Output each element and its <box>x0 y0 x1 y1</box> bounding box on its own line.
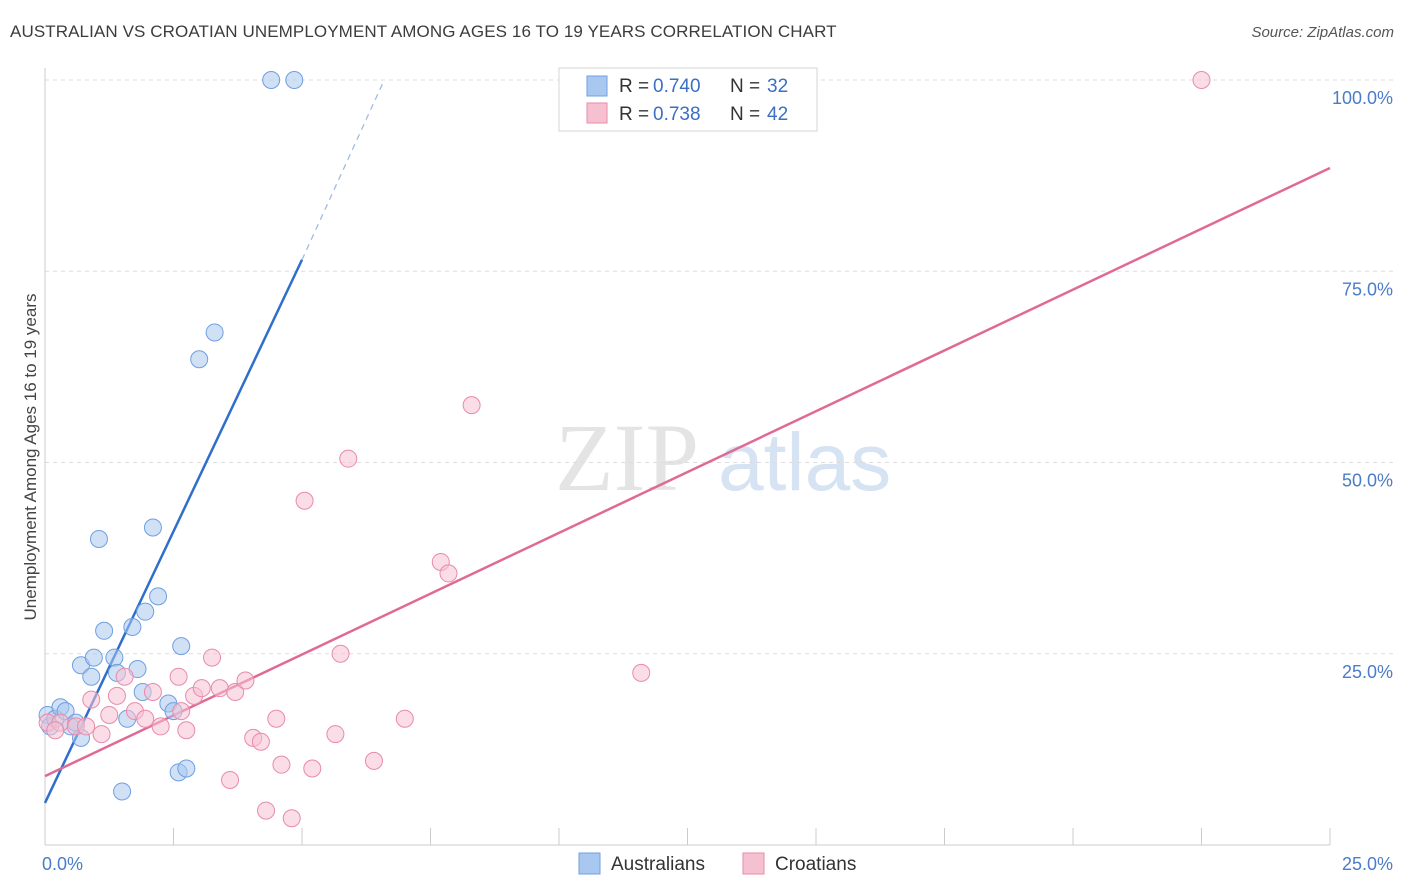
point-croatians-35 <box>395 709 414 728</box>
point-croatians-6 <box>100 705 119 724</box>
point-croatians-8 <box>115 667 134 686</box>
series-legend-label-croatians: Croatians <box>775 854 856 875</box>
point-croatians-26 <box>267 709 286 728</box>
point-australians-10 <box>84 648 103 667</box>
point-australians-27 <box>177 759 196 778</box>
point-croatians-19 <box>210 679 229 698</box>
x-tick-label-1: 25.0% <box>1342 854 1393 874</box>
series-croatians <box>38 71 1211 828</box>
trend-line-croatians <box>44 166 1331 778</box>
point-croatians-37 <box>439 564 458 583</box>
point-croatians-22 <box>236 671 255 690</box>
point-croatians-15 <box>177 721 196 740</box>
series-legend-swatch-australians <box>578 852 601 875</box>
point-croatians-10 <box>136 709 155 728</box>
x-tick-label-0: 0.0% <box>42 854 83 874</box>
y-tick-label-1: 50.0% <box>1342 471 1393 491</box>
watermark-zip: ZIP <box>555 404 699 511</box>
x-tick-labels: 0.0% 25.0% <box>42 854 1393 874</box>
y-tick-labels: 25.0% 50.0% 75.0% 100.0% <box>1332 88 1393 682</box>
point-australians-13 <box>105 648 124 667</box>
point-croatians-24 <box>251 732 270 751</box>
point-croatians-7 <box>107 686 126 705</box>
point-australians-20 <box>136 602 155 621</box>
stats-legend-swatch-croatians <box>586 102 608 124</box>
chart-title: AUSTRALIAN VS CROATIAN UNEMPLOYMENT AMON… <box>10 22 837 41</box>
stats-legend-r-australians: 0.740 <box>653 76 701 97</box>
series-australians <box>38 71 304 801</box>
point-croatians-41 <box>46 721 65 740</box>
y-tick-label-2: 75.0% <box>1342 279 1393 299</box>
stats-legend-r-label-1: R = <box>619 76 649 97</box>
point-australians-21 <box>143 518 162 537</box>
point-australians-12 <box>95 621 114 640</box>
point-australians-22 <box>149 587 168 606</box>
point-australians-11 <box>89 530 108 548</box>
point-croatians-39 <box>632 663 651 682</box>
point-croatians-28 <box>282 809 301 828</box>
y-axis-label: Unemployment Among Ages 16 to 19 years <box>21 294 40 621</box>
point-australians-15 <box>113 782 132 801</box>
source-label: Source: ZipAtlas.com <box>1251 24 1394 41</box>
watermark: ZIP atlas <box>555 404 891 511</box>
trend-line-australians-extension <box>301 79 385 261</box>
point-croatians-13 <box>169 667 188 686</box>
series-legend-swatch-croatians <box>742 852 765 875</box>
stats-legend-r-label-2: R = <box>619 104 649 125</box>
point-croatians-4 <box>82 690 101 709</box>
y-tick-label-0: 25.0% <box>1342 662 1393 682</box>
point-croatians-31 <box>326 725 345 744</box>
point-australians-9 <box>82 667 101 686</box>
point-australians-30 <box>262 71 281 89</box>
point-australians-26 <box>172 637 191 656</box>
point-croatians-17 <box>192 679 211 698</box>
point-croatians-14 <box>172 702 191 721</box>
stats-legend-swatch-australians <box>586 75 608 97</box>
y-tick-label-3: 100.0% <box>1332 88 1393 108</box>
stats-legend: R = 0.740 N = 32 R = 0.738 N = 42 <box>558 67 818 132</box>
point-croatians-20 <box>221 770 240 789</box>
stats-legend-n-label-2: N = <box>730 104 760 125</box>
point-croatians-11 <box>143 683 162 701</box>
stats-legend-n-australians: 32 <box>767 76 788 97</box>
trend-lines <box>43 79 1331 804</box>
grid-lines <box>45 79 1395 655</box>
point-croatians-18 <box>203 648 222 667</box>
point-australians-31 <box>285 71 304 89</box>
point-croatians-3 <box>77 717 96 736</box>
point-croatians-32 <box>331 644 350 663</box>
stats-legend-n-croatians: 42 <box>767 104 788 125</box>
series-legend: Australians Croatians <box>578 852 856 875</box>
point-croatians-38 <box>462 396 481 415</box>
point-croatians-5 <box>92 725 111 744</box>
point-croatians-29 <box>295 491 314 510</box>
point-croatians-34 <box>364 751 383 770</box>
point-croatians-25 <box>257 801 276 820</box>
stats-legend-r-croatians: 0.738 <box>653 104 701 125</box>
point-croatians-33 <box>339 449 358 468</box>
point-croatians-40 <box>1192 71 1211 89</box>
series-legend-label-australians: Australians <box>611 854 705 875</box>
point-australians-28 <box>190 350 209 369</box>
point-croatians-27 <box>272 755 291 774</box>
point-croatians-30 <box>303 759 322 778</box>
point-croatians-12 <box>151 717 170 736</box>
point-australians-29 <box>205 323 224 342</box>
point-croatians-21 <box>226 683 245 701</box>
trend-line-australians <box>43 259 304 804</box>
stats-legend-n-label-1: N = <box>730 76 760 97</box>
point-australians-17 <box>123 617 142 636</box>
